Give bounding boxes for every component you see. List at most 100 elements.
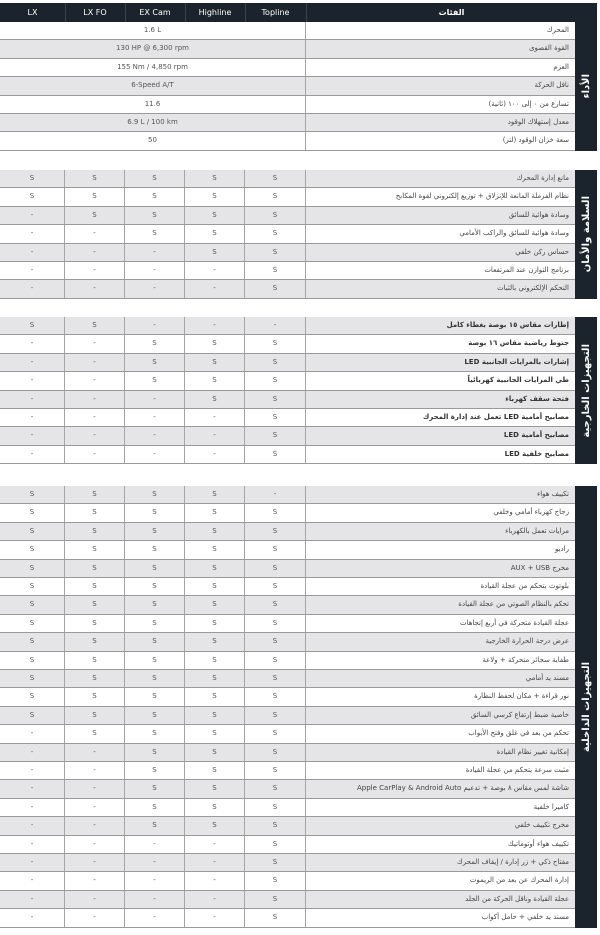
trim-availability-cell: S xyxy=(185,633,245,651)
trim-availability-cell: S xyxy=(125,578,185,596)
trim-availability-cell: S xyxy=(245,743,306,761)
trim-availability-cell: S xyxy=(125,353,185,372)
trim-availability-cell: - xyxy=(0,817,65,835)
trim-availability-cell: - xyxy=(125,317,185,335)
trim-availability-cell: S xyxy=(185,688,245,706)
feature-label: المحرك xyxy=(546,26,569,34)
feature-label: كاميرا خلفية xyxy=(533,802,569,811)
feature-label: طي المرايات الجانبية كهربائياً xyxy=(467,376,569,385)
trim-availability-cell: S xyxy=(0,170,65,188)
trim-availability-cell: S xyxy=(65,559,125,577)
trim-availability-cell: - xyxy=(65,762,125,780)
trim-availability-cell: - xyxy=(65,817,125,835)
section-tab: السلامة والأمان xyxy=(575,170,597,299)
feature-label: عجلة القيادة وناقل الحركة من الجلد xyxy=(465,894,569,903)
trim-availability-cell: S xyxy=(125,817,185,835)
section-title: التجهيزات الخارجية xyxy=(580,343,592,438)
trim-availability-cell: - xyxy=(65,335,125,353)
trim-availability-cell: S xyxy=(245,206,306,225)
feature-label: تحكم بالنظام الصوتي من عجلة القيادة xyxy=(458,600,569,609)
trim-availability-cell: - xyxy=(65,243,125,261)
trim-availability-cell: S xyxy=(185,578,245,596)
trim-availability-cell: - xyxy=(0,390,65,408)
trim-availability-cell: S xyxy=(0,633,65,651)
trim-availability-cell: - xyxy=(0,798,65,817)
spec-value: 130 HP @ 6,300 rpm xyxy=(0,40,306,58)
table-row: S S S S S مسند يد أمامي xyxy=(0,670,575,689)
feature-label: مخرج تكييف خلفي xyxy=(514,821,569,830)
trim-availability-cell: - xyxy=(0,854,65,872)
trim-availability-cell: S xyxy=(245,762,306,780)
feature-label: إشارات بالمرايات الجانبية LED xyxy=(464,357,569,366)
feature-label: تكييف هواء أوتوماتيك xyxy=(507,839,569,848)
trim-availability-cell: - xyxy=(0,335,65,353)
trim-availability-cell: S xyxy=(245,335,306,353)
feature-label: مفتاح ذكي + زر إدارة / إيقاف المحرك xyxy=(456,858,569,866)
trim-availability-cell: S xyxy=(245,427,306,445)
feature-label: التحكم الإلكتروني بالثبات xyxy=(497,284,569,293)
trim-availability-cell: S xyxy=(245,522,306,541)
table-row: - - - - S إدارة المحرك عن بعد من الريموت xyxy=(0,872,575,891)
table-row: - - - - S تكييف هواء أوتوماتيك xyxy=(0,835,575,854)
trim-availability-cell: S xyxy=(125,335,185,353)
trim-availability-cell: S xyxy=(65,596,125,614)
trim-availability-cell: - xyxy=(65,280,125,298)
trim-availability-cell: S xyxy=(65,578,125,596)
trim-availability-cell: - xyxy=(125,890,185,909)
trim-availability-cell: S xyxy=(65,170,125,188)
feature-label: مسند يد خلفي + حامل أكواب xyxy=(481,913,569,922)
trim-availability-cell: - xyxy=(0,243,65,261)
trim-availability-cell: - xyxy=(0,409,65,427)
header-trim-highline: Highline xyxy=(185,3,246,22)
trim-availability-cell: S xyxy=(65,317,125,335)
trim-availability-cell: S xyxy=(245,596,306,614)
trim-availability-cell: S xyxy=(0,578,65,596)
table-row: S S S S S راديو xyxy=(0,541,575,560)
trim-availability-cell: S xyxy=(65,725,125,743)
table-row: - - - - S عجلة القيادة وناقل الحركة من الجلد xyxy=(0,890,575,910)
trim-availability-cell: S xyxy=(125,486,185,504)
spec-section: السلامة والأمان S S S S S مانع إدارة المحرك S S S… xyxy=(0,170,597,299)
table-row: - S S S S تحكم من بعد في غلق وفتح الأبواب xyxy=(0,725,575,744)
table-row: - - S S S شاشة لمس مقاس ٨ بوصة + تدعيم Apple … xyxy=(0,780,575,799)
trim-availability-cell: S xyxy=(245,541,306,559)
trim-availability-cell: - xyxy=(0,872,65,890)
trim-availability-cell: S xyxy=(65,206,125,225)
trim-availability-cell: S xyxy=(125,688,185,706)
feature-label: إدارة المحرك عن بعد من الريموت xyxy=(469,876,569,885)
feature-label: عجلة القيادة متحركة في أربع إتجاهات xyxy=(459,618,569,627)
table-row: S S S S S طفاية سجائر متحركة + ولاعة xyxy=(0,651,575,670)
trim-availability-cell: - xyxy=(245,486,306,504)
trim-availability-cell: S xyxy=(0,504,65,522)
table-row: - - S S S مثبت سرعة بتحكم من عجلة القيادة xyxy=(0,762,575,781)
trim-availability-cell: S xyxy=(65,614,125,633)
trim-availability-cell: - xyxy=(125,262,185,280)
trim-availability-cell: S xyxy=(0,541,65,559)
feature-label: تكييف هواء xyxy=(536,490,569,498)
trim-availability-cell: S xyxy=(245,578,306,596)
feature-label: ناقل الحركة xyxy=(534,81,570,90)
section-title: السلامة والأمان xyxy=(580,196,592,273)
trim-availability-cell: S xyxy=(245,890,306,909)
trim-availability-cell: S xyxy=(245,688,306,706)
feature-label: نور قراءة + مكان لحفظ النظارة xyxy=(474,692,569,701)
trim-availability-cell: S xyxy=(65,706,125,725)
trim-availability-cell: S xyxy=(245,854,306,872)
trim-availability-cell: - xyxy=(0,762,65,780)
trim-availability-cell: - xyxy=(65,372,125,390)
trim-availability-cell: S xyxy=(0,670,65,688)
trim-availability-cell: - xyxy=(125,909,185,927)
feature-label: سعة خزان الوقود (لتر) xyxy=(502,136,569,145)
spec-value: 11.6 xyxy=(0,95,306,113)
trim-availability-cell: - xyxy=(0,890,65,909)
feature-label: نظام الفرملة المانعة للإنزلاق + توزيع إل… xyxy=(395,192,569,201)
trim-availability-cell: - xyxy=(65,262,125,280)
trim-availability-cell: - xyxy=(185,890,245,909)
trim-availability-cell: S xyxy=(125,614,185,633)
trim-availability-cell: S xyxy=(125,725,185,743)
trim-availability-cell: S xyxy=(245,872,306,890)
feature-label: عرض درجة الحرارة الخارجية xyxy=(485,637,569,646)
feature-label: بلوتوث بتحكم من عجلة القيادة xyxy=(480,582,569,590)
trim-availability-cell: - xyxy=(0,743,65,761)
trim-availability-cell: S xyxy=(65,670,125,688)
